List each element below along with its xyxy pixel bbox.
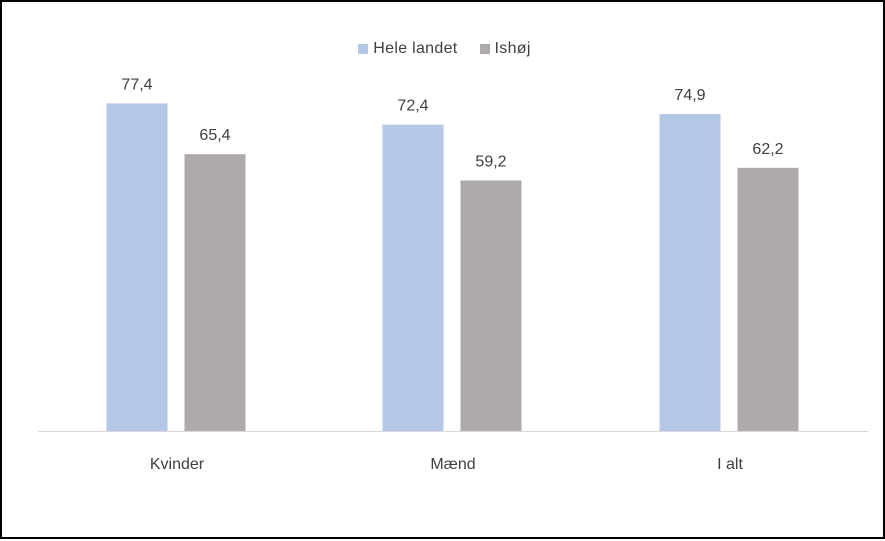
data-label-hele-landet-1: 77,4 xyxy=(121,76,152,93)
bar-hele-landet-3 xyxy=(659,114,721,431)
data-label-hele-landet-3: 74,9 xyxy=(674,87,705,104)
category-label-2: Mænd xyxy=(430,456,475,473)
data-label-ishoj-1: 65,4 xyxy=(199,127,230,144)
data-label-hele-landet-2: 72,4 xyxy=(397,98,428,115)
bar-ishoj-1 xyxy=(184,154,246,431)
bar-hele-landet-1 xyxy=(106,103,168,432)
bar-hele-landet-2 xyxy=(382,124,444,431)
data-label-ishoj-3: 62,2 xyxy=(752,141,783,158)
bar-ishoj-2 xyxy=(460,180,522,431)
category-label-1: Kvinder xyxy=(150,456,205,473)
data-label-ishoj-2: 59,2 xyxy=(475,154,506,171)
category-label-3: I alt xyxy=(717,456,743,473)
bar-ishoj-3 xyxy=(737,167,799,432)
